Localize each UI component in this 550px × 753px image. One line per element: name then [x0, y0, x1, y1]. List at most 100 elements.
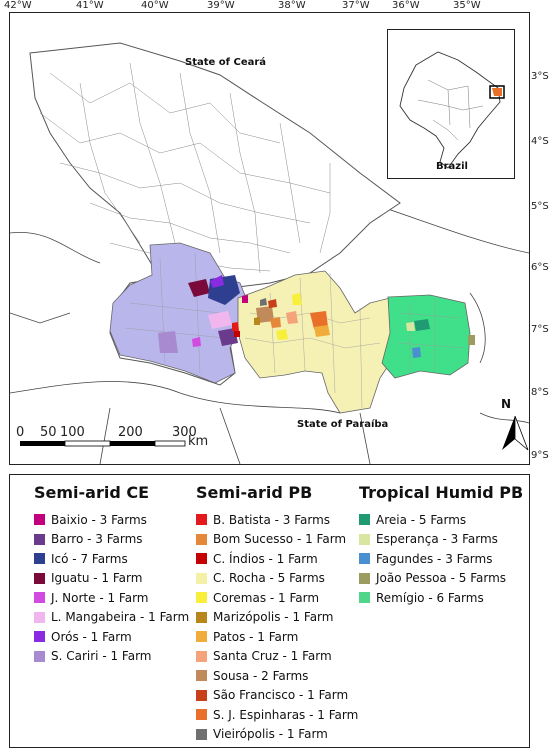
vieiropolis-area	[260, 298, 267, 306]
ceara-label: State of Ceará	[185, 57, 267, 68]
legend-item: L. Mangabeira - 1 Farm	[34, 608, 189, 628]
legend-item-label: B. Batista - 3 Farms	[213, 512, 331, 527]
legend-item: Iguatu - 1 Farm	[34, 569, 189, 589]
lon-tick: 40°W	[141, 0, 169, 11]
legend-item: Marizópolis - 1 Farm	[196, 608, 358, 628]
legend-item-label: João Pessoa - 5 Farms	[376, 571, 507, 586]
jnorte-area	[192, 337, 201, 347]
legend-item: Fagundes - 3 Farms	[359, 549, 523, 569]
legend-swatch	[196, 631, 207, 643]
map-svg	[10, 42, 529, 464]
legend-swatch	[196, 709, 207, 721]
scale-bar-graphic	[20, 440, 186, 447]
bomsucesso-area	[270, 317, 281, 328]
joaopessoa-area	[468, 335, 475, 345]
legend-item-label: Coremas - 1 Farm	[213, 590, 320, 605]
sfrancisco-area	[268, 299, 277, 308]
legend-item-label: Patos - 1 Farm	[213, 629, 299, 644]
legend-swatch	[359, 553, 370, 565]
legend-item: S. J. Espinharas - 1 Farm	[196, 705, 358, 725]
inset-highlight-box	[489, 85, 505, 99]
brazil-outline	[399, 51, 501, 169]
paraiba-semiarid-area	[237, 270, 391, 414]
areia-area	[414, 319, 430, 331]
legend-swatch	[34, 553, 45, 565]
legend-item: B. Batista - 3 Farms	[196, 510, 358, 530]
legend-item: Remígio - 6 Farms	[359, 588, 523, 608]
lon-tick: 38°W	[278, 0, 306, 11]
sjespinharas-area	[310, 311, 328, 329]
legend-item-label: Santa Cruz - 1 Farm	[213, 649, 332, 664]
lat-tick: 9°S	[531, 450, 549, 461]
sousa-area	[256, 306, 274, 323]
legend-item-label: Bom Sucesso - 1 Farm	[213, 532, 347, 547]
legend-item: Bom Sucesso - 1 Farm	[196, 530, 358, 550]
legend-swatch	[196, 572, 207, 584]
lon-tick: 39°W	[207, 0, 235, 11]
legend-item-label: J. Norte - 1 Farm	[51, 590, 149, 605]
legend-item-label: Barro - 3 Farms	[51, 532, 143, 547]
legend-item: C. Índios - 1 Farm	[196, 549, 358, 569]
marizopolis-area	[254, 317, 260, 325]
scariri-area	[158, 331, 178, 353]
lat-tick: 6°S	[531, 262, 549, 273]
scale-tick: 300	[172, 425, 197, 440]
legend-item-label: S. Cariri - 1 Farm	[51, 649, 152, 664]
legend-swatch	[196, 728, 207, 740]
scale-tick: 0	[16, 425, 25, 440]
legend-swatch	[34, 631, 45, 643]
legend-swatch	[196, 689, 207, 701]
legend-group-ceara: Semi-arid CE Baixio - 3 Farms Barro - 3 …	[34, 483, 189, 666]
main-map: Brazil State of Ceará State of Paraíba N…	[9, 12, 530, 465]
lat-tick: 8°S	[531, 387, 549, 398]
patos-area	[314, 325, 330, 337]
legend-item: Santa Cruz - 1 Farm	[196, 647, 358, 667]
paraiba-label: State of Paraíba	[297, 419, 389, 430]
north-label: N	[501, 397, 512, 411]
legend-group-title: Tropical Humid PB	[359, 483, 524, 502]
legend-swatch	[359, 533, 370, 545]
legend-swatch	[34, 592, 45, 604]
legend-swatch	[34, 650, 45, 662]
lon-tick: 35°W	[453, 0, 481, 11]
legend-swatch	[196, 533, 207, 545]
legend-item-label: Remígio - 6 Farms	[376, 590, 484, 605]
legend-swatch	[34, 533, 45, 545]
legend-item: C. Rocha - 5 Farms	[196, 569, 358, 589]
legend: Semi-arid CE Baixio - 3 Farms Barro - 3 …	[9, 474, 530, 748]
lat-tick: 4°S	[531, 136, 549, 147]
legend-swatch	[196, 650, 207, 662]
esperanca-area	[406, 322, 415, 331]
legend-item-label: L. Mangabeira - 1 Farm	[51, 610, 190, 625]
legend-item-label: Areia - 5 Farms	[376, 512, 467, 527]
legend-item: Patos - 1 Farm	[196, 627, 358, 647]
legend-item: Vieirópolis - 1 Farm	[196, 725, 358, 745]
lon-tick: 41°W	[76, 0, 104, 11]
legend-item-label: S. J. Espinharas - 1 Farm	[213, 707, 359, 722]
legend-group-paraiba-semiarid: Semi-arid PB B. Batista - 3 Farms Bom Su…	[196, 483, 358, 744]
inset-highlight	[492, 88, 502, 96]
neighbour-borders	[10, 202, 529, 464]
lat-tick: 5°S	[531, 201, 549, 212]
legend-swatch	[196, 611, 207, 623]
legend-item-label: C. Rocha - 5 Farms	[213, 571, 325, 586]
brazil-svg	[399, 51, 505, 169]
legend-item-label: São Francisco - 1 Farm	[213, 688, 349, 703]
legend-item: Areia - 5 Farms	[359, 510, 523, 530]
legend-swatch	[196, 514, 207, 526]
paraiba-humid-area	[381, 294, 471, 379]
legend-item: J. Norte - 1 Farm	[34, 588, 189, 608]
barro-area	[218, 328, 238, 346]
scale-tick: 100	[60, 425, 85, 440]
legend-item-label: Baixio - 3 Farms	[51, 512, 147, 527]
legend-item: Barro - 3 Farms	[34, 530, 189, 550]
ceara-semiarid-area	[109, 242, 251, 384]
legend-item: S. Cariri - 1 Farm	[34, 647, 189, 667]
legend-item-label: Orós - 1 Farm	[51, 629, 132, 644]
legend-swatch	[359, 592, 370, 604]
legend-item-label: Icó - 7 Farms	[51, 551, 128, 566]
scale-tick: 50	[40, 425, 57, 440]
legend-item: Baixio - 3 Farms	[34, 510, 189, 530]
iguatu-area	[188, 279, 210, 297]
legend-item: Coremas - 1 Farm	[196, 588, 358, 608]
